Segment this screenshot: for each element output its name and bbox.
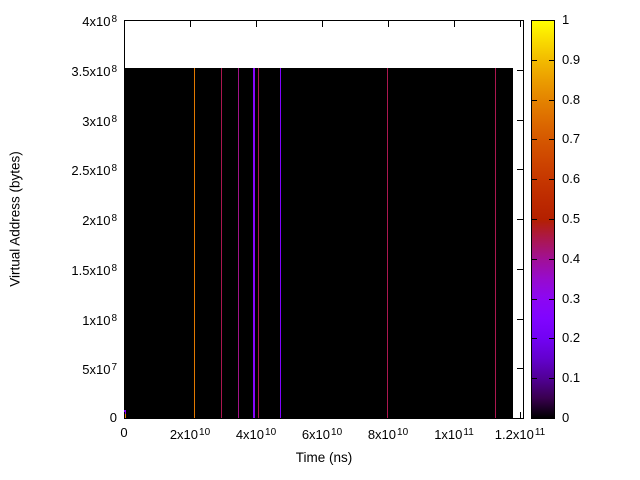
heatmap-zero-region [124,68,513,418]
heatmap-event-line [194,68,195,418]
colorbar-tick-label: 0.4 [562,251,581,266]
colorbar-tick-mark-right [549,20,554,21]
heatmap-event-line [238,68,239,418]
y-tick-label: 5x107 [82,362,117,377]
y-tick-mark-right [517,269,523,270]
y-tick-mark-right [517,418,523,419]
y-tick-mark [125,418,131,419]
heatmap-event-line [258,68,259,418]
colorbar-tick-mark-right [549,179,554,180]
y-tick-mark-right [517,120,523,121]
y-tick-mark [125,20,131,21]
heatmap-event-line [280,68,281,418]
x-axis-label: Time (ns) [295,450,353,465]
y-tick-mark [125,219,131,220]
y-tick-label: 2.5x108 [71,163,117,178]
colorbar-tick-mark [532,299,537,300]
colorbar-tick-mark-right [549,139,554,140]
y-tick-label: 0 [109,410,117,425]
y-tick-label: 1.5x108 [71,263,117,278]
y-tick-label: 3.5x108 [71,64,117,79]
x-tick-mark-top [520,21,521,27]
y-tick-label: 4x108 [82,14,117,29]
colorbar-tick-label: 0.3 [562,291,581,306]
heatmap-event-line [495,68,496,418]
x-tick-label: 8x1010 [367,427,409,442]
x-tick-label: 2x1010 [169,427,211,442]
y-tick-label: 2x108 [82,213,117,228]
heatmap-event-line [221,68,222,418]
colorbar-tick-mark [532,20,537,21]
y-tick-mark-right [517,20,523,21]
colorbar-tick-label: 0.1 [562,370,581,385]
y-tick-mark-right [517,169,523,170]
colorbar-tick-mark-right [549,418,554,419]
y-tick-mark [125,368,131,369]
colorbar-tick-mark [532,259,537,260]
heatmap-event-line [253,68,255,418]
x-tick-mark [190,412,191,418]
x-tick-mark-top [124,21,125,27]
colorbar-tick-mark [532,139,537,140]
colorbar-tick-mark [532,418,537,419]
colorbar-tick-label: 0 [562,410,570,425]
colorbar-tick-mark [532,378,537,379]
y-tick-mark-right [517,219,523,220]
colorbar-tick-mark [532,338,537,339]
colorbar-tick-label: 0.6 [562,171,581,186]
colorbar-tick-mark-right [549,259,554,260]
colorbar-tick-label: 1 [562,12,570,27]
colorbar-tick-mark-right [549,299,554,300]
x-tick-label: 0 [120,425,128,440]
y-tick-label: 3x108 [82,114,117,129]
x-tick-mark [124,412,125,418]
y-tick-mark-right [517,70,523,71]
colorbar-tick-mark-right [549,338,554,339]
colorbar-tick-mark-right [549,100,554,101]
x-tick-mark [256,412,257,418]
x-tick-label: 1x1011 [434,427,474,442]
colorbar-tick-mark [532,179,537,180]
heatmap-origin-mark [124,414,126,418]
colorbar-tick-label: 0.5 [562,211,581,226]
colorbar-tick-mark-right [549,60,554,61]
colorbar-tick-label: 0.8 [562,92,581,107]
x-tick-mark-top [256,21,257,27]
colorbar-tick-mark [532,100,537,101]
x-tick-mark-top [322,21,323,27]
y-tick-mark-right [517,368,523,369]
x-tick-mark [520,412,521,418]
x-tick-label: 6x1010 [301,427,343,442]
colorbar-tick-label: 0.9 [562,52,581,67]
x-tick-label: 1.2x1011 [494,427,546,442]
x-tick-mark [454,412,455,418]
x-tick-mark [322,412,323,418]
y-tick-mark [125,70,131,71]
heatmap-event-line [387,68,388,418]
colorbar-tick-label: 0.7 [562,131,581,146]
x-tick-label: 4x1010 [235,427,277,442]
x-tick-mark-top [190,21,191,27]
colorbar-tick-label: 0.2 [562,330,581,345]
colorbar-tick-mark [532,219,537,220]
colorbar-tick-mark-right [549,378,554,379]
colorbar-tick-mark-right [549,219,554,220]
heatmap-origin-mark [124,410,126,414]
y-tick-mark [125,269,131,270]
x-tick-mark-top [454,21,455,27]
y-tick-mark-right [517,319,523,320]
y-tick-mark [125,120,131,121]
x-tick-mark [388,412,389,418]
x-tick-mark-top [388,21,389,27]
y-tick-label: 1x108 [82,313,117,328]
colorbar-tick-mark [532,60,537,61]
y-tick-mark [125,319,131,320]
y-tick-mark [125,169,131,170]
